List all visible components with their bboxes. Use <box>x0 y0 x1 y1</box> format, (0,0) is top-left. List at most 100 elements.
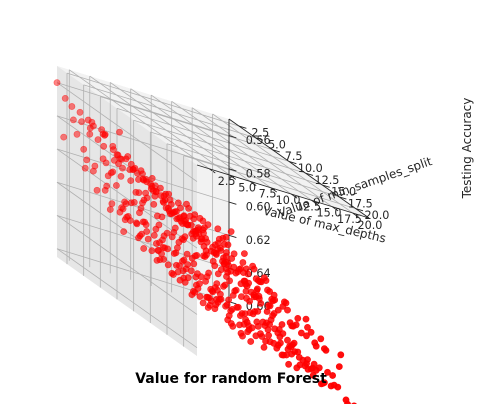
data-point <box>310 360 318 368</box>
gridline-x <box>89 75 230 176</box>
data-point <box>221 240 228 248</box>
data-point <box>247 338 255 345</box>
data-point <box>337 351 345 359</box>
gridline-z <box>56 215 230 269</box>
data-point <box>216 244 224 252</box>
tick-mark-z <box>228 234 237 238</box>
data-point <box>199 299 207 307</box>
data-point <box>217 295 225 303</box>
data-point <box>155 221 163 229</box>
data-point <box>119 164 126 172</box>
data-point <box>253 285 261 293</box>
gridline-z <box>56 215 198 315</box>
data-point <box>234 303 242 311</box>
data-point <box>226 277 233 285</box>
data-point <box>219 234 227 242</box>
data-point <box>271 296 279 304</box>
data-point <box>312 342 320 350</box>
data-point <box>163 229 171 237</box>
data-point <box>212 251 220 258</box>
data-point <box>100 142 108 150</box>
data-point <box>228 255 236 262</box>
data-point <box>103 182 111 190</box>
data-point <box>73 130 81 138</box>
data-point <box>344 400 351 404</box>
data-point <box>199 217 207 225</box>
data-point <box>246 297 253 305</box>
data-point <box>83 156 91 164</box>
data-point <box>120 228 128 235</box>
data-point <box>70 116 77 124</box>
z-tick-label: 0.62 <box>246 234 271 247</box>
data-point <box>243 265 250 273</box>
data-point <box>239 259 247 266</box>
data-point <box>150 231 158 239</box>
gridline-x <box>110 82 251 182</box>
data-point <box>223 249 230 256</box>
data-point <box>303 332 310 340</box>
tick-mark-z <box>228 168 237 172</box>
y-tick-label: 17.5 <box>348 197 373 210</box>
data-point <box>284 336 291 344</box>
data-point <box>150 200 158 208</box>
y-tick-label: 7.5 <box>285 150 303 163</box>
data-point <box>203 293 211 301</box>
data-point <box>214 225 222 233</box>
data-point <box>187 267 195 275</box>
data-point <box>190 260 198 268</box>
data-point <box>110 146 117 154</box>
data-point <box>279 330 287 337</box>
data-point <box>183 250 191 258</box>
data-point <box>329 372 336 379</box>
data-point <box>263 308 271 315</box>
gridline-y <box>150 131 323 186</box>
data-point <box>180 212 188 220</box>
data-point <box>232 286 240 294</box>
data-point <box>93 186 101 194</box>
data-point <box>276 339 284 347</box>
gridline-y <box>100 96 273 151</box>
gridline-z <box>56 82 198 182</box>
data-point <box>130 198 138 206</box>
gridline-z <box>56 82 230 136</box>
data-point <box>81 164 89 172</box>
gridline-z <box>56 115 198 216</box>
x-tick-label: 10.0 <box>276 194 301 207</box>
data-point <box>279 302 287 310</box>
data-point <box>320 345 328 352</box>
data-point <box>164 261 172 269</box>
data-point <box>180 256 188 264</box>
data-point <box>143 194 151 202</box>
x-axis-line <box>196 164 370 219</box>
y-tick-label: 5.0 <box>268 138 286 151</box>
data-point <box>171 224 179 232</box>
data-point <box>250 265 258 273</box>
z-axis-label: Testing Accuracy <box>460 98 474 200</box>
data-point <box>148 182 156 190</box>
data-point <box>278 321 286 328</box>
chart-title: Value for random Forest <box>135 371 327 387</box>
data-point <box>160 255 168 263</box>
data-point <box>126 217 134 224</box>
data-point <box>260 343 268 351</box>
data-point <box>148 174 156 182</box>
data-point <box>91 162 99 170</box>
y-tick-label: 12.5 <box>315 174 340 187</box>
data-point <box>229 322 237 330</box>
x-tick-label: 17.5 <box>337 213 362 226</box>
data-point <box>117 172 125 180</box>
z-tick-label: 0.58 <box>246 167 271 180</box>
data-point <box>248 324 256 332</box>
gridline-x <box>150 94 292 195</box>
y-tick-label: 10.0 <box>298 162 323 175</box>
data-point <box>113 182 120 189</box>
data-point <box>140 245 148 252</box>
data-point <box>172 208 180 215</box>
gridline-y <box>133 119 306 174</box>
data-point <box>197 273 205 281</box>
data-point <box>266 288 273 295</box>
gridline-z <box>56 115 230 170</box>
z-tick-label: 0.56 <box>246 134 271 147</box>
data-point <box>335 363 343 370</box>
